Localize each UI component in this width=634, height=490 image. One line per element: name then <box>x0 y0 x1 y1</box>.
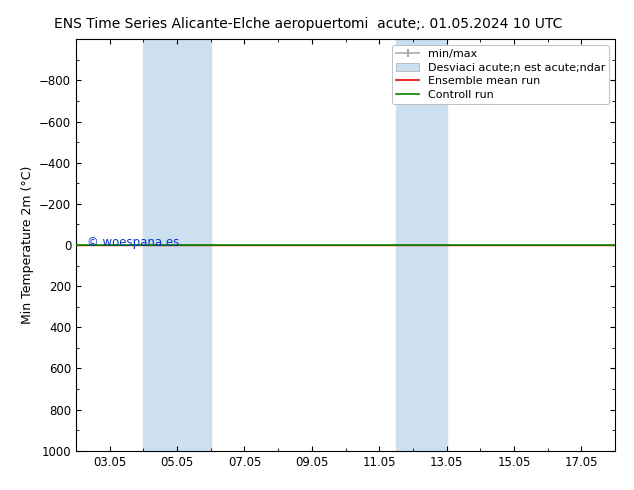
Text: ENS Time Series Alicante-Elche aeropuerto: ENS Time Series Alicante-Elche aeropuert… <box>54 17 352 31</box>
Legend: min/max, Desviaci acute;n est acute;ndar, Ensemble mean run, Controll run: min/max, Desviaci acute;n est acute;ndar… <box>392 45 609 104</box>
Text: mi  acute;. 01.05.2024 10 UTC: mi acute;. 01.05.2024 10 UTC <box>351 17 562 31</box>
Bar <box>396 39 446 451</box>
Y-axis label: Min Temperature 2m (°C): Min Temperature 2m (°C) <box>20 166 34 324</box>
Bar <box>143 39 210 451</box>
Text: © woespana.es: © woespana.es <box>87 237 179 249</box>
